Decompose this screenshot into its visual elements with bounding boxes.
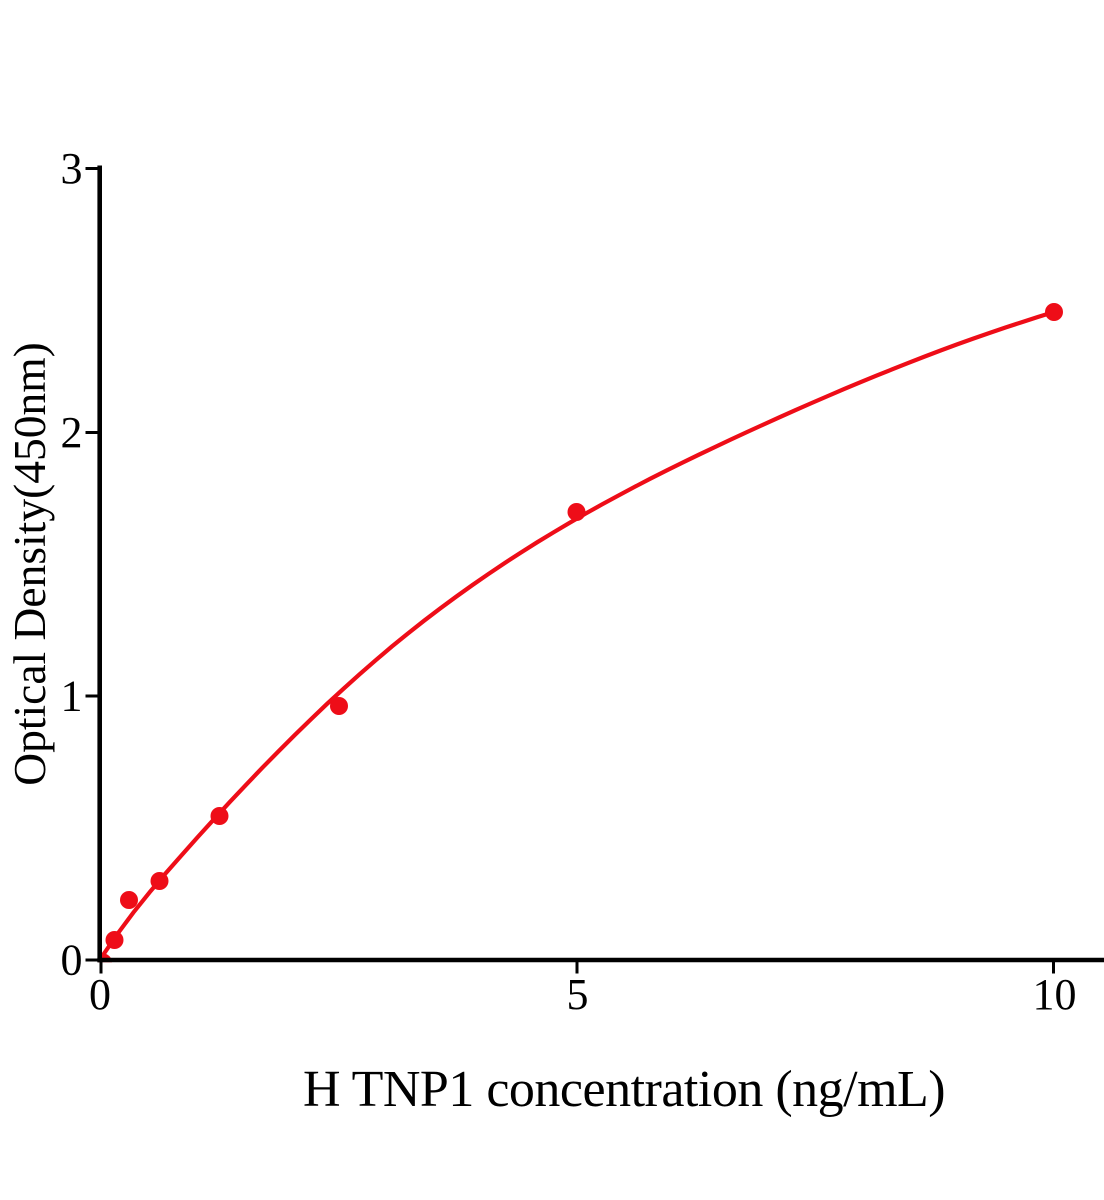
svg-text:5: 5 (567, 970, 589, 1019)
svg-text:0: 0 (89, 970, 111, 1019)
svg-text:Optical Density(450nm): Optical Density(450nm) (4, 342, 55, 786)
svg-text:1: 1 (61, 672, 83, 721)
svg-text:H TNP1 concentration (ng/mL): H TNP1 concentration (ng/mL) (303, 1061, 945, 1118)
svg-text:0: 0 (61, 936, 83, 985)
svg-text:10: 10 (1033, 970, 1077, 1019)
svg-text:2: 2 (61, 408, 83, 457)
svg-text:3: 3 (61, 144, 83, 193)
